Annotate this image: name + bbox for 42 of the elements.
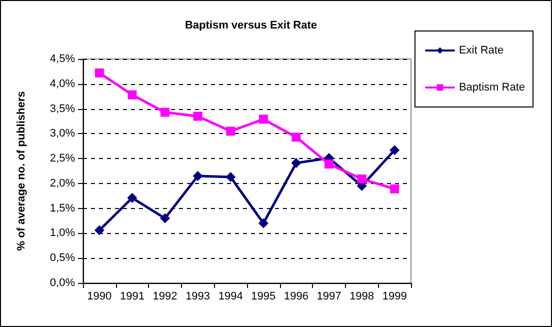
point [128,90,137,100]
y-tick-label: 2,0% [50,177,76,190]
point [226,172,236,182]
x-tick-label: 1994 [218,290,243,302]
y-tick-label: 3,0% [50,128,76,140]
x-tick-label: 1995 [251,290,276,302]
point [160,213,170,224]
y-tick-label: 4,0% [50,78,76,90]
x-tick-label: 1991 [120,290,144,302]
y-tick-label: 0,0% [50,277,76,289]
y-tick-label: 2,5% [50,152,76,165]
x-tick-label: 1992 [152,290,178,302]
point [192,170,203,181]
legend-label: Exit Rate [458,44,504,56]
x-tick-label: 1993 [186,290,210,302]
point [292,132,301,142]
point [258,218,268,228]
point [160,108,170,117]
y-tick-label: 4,5% [50,53,76,65]
point [258,114,268,124]
point [390,184,400,194]
point [193,112,202,121]
y-tick-label: 0,5% [50,252,76,264]
point [357,174,366,184]
x-tick-label: 1997 [316,290,342,302]
chart-title: Baptism versus Exit Rate [184,20,318,32]
point [291,158,302,168]
point [324,160,334,169]
x-tick-label: 1999 [382,290,407,302]
point [94,68,104,78]
x-tick-label: 1998 [350,290,374,302]
point [127,192,138,203]
x-tick-label: 1996 [284,290,308,302]
y-axis-title: % of average no. of publishers [16,91,28,251]
point [390,145,400,156]
y-tick-label: 1,0% [50,227,76,240]
x-tick-label: 1990 [87,290,112,302]
point [94,225,104,236]
y-tick-label: 1,5% [50,202,76,214]
legend-label: Baptism Rate [458,82,526,94]
y-tick-label: 3,5% [50,102,76,115]
point [226,126,236,136]
